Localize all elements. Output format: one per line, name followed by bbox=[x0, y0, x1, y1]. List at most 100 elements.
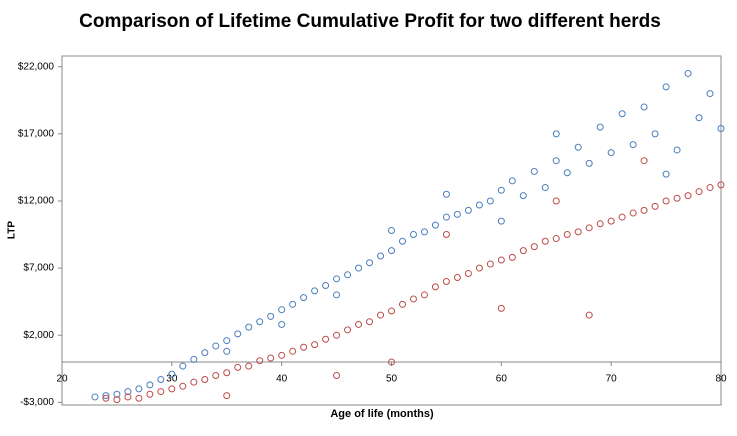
point bbox=[497, 256, 505, 264]
point bbox=[344, 326, 352, 334]
point bbox=[388, 247, 395, 255]
point bbox=[497, 304, 505, 312]
point bbox=[464, 269, 472, 277]
point bbox=[157, 388, 165, 396]
chart-title: Comparison of Lifetime Cumulative Profit… bbox=[79, 11, 661, 32]
point bbox=[541, 237, 549, 245]
point bbox=[267, 312, 275, 320]
point bbox=[102, 392, 110, 400]
y-axis-title: LTP bbox=[7, 221, 18, 239]
point bbox=[201, 375, 209, 383]
point bbox=[322, 335, 330, 343]
point bbox=[267, 354, 275, 362]
point bbox=[552, 197, 560, 205]
point bbox=[333, 291, 341, 299]
point bbox=[366, 259, 374, 267]
point bbox=[442, 190, 450, 198]
point bbox=[212, 371, 220, 379]
point bbox=[256, 318, 264, 326]
point bbox=[486, 260, 494, 268]
point bbox=[201, 349, 209, 357]
point bbox=[398, 237, 406, 245]
x-tick-label: 60 bbox=[496, 374, 508, 385]
point bbox=[124, 393, 132, 401]
point bbox=[552, 235, 560, 243]
point bbox=[607, 217, 615, 225]
point bbox=[717, 181, 725, 189]
point bbox=[278, 320, 286, 328]
point bbox=[563, 169, 571, 177]
point bbox=[135, 394, 143, 402]
point bbox=[212, 342, 220, 350]
point bbox=[344, 271, 352, 279]
point bbox=[278, 306, 286, 314]
point bbox=[706, 90, 714, 98]
point bbox=[629, 209, 637, 217]
x-tick-label: 20 bbox=[56, 374, 68, 385]
point bbox=[124, 388, 132, 396]
point bbox=[519, 247, 527, 255]
point bbox=[684, 69, 692, 77]
point bbox=[113, 390, 121, 398]
point bbox=[102, 394, 110, 402]
x-tick-label: 30 bbox=[166, 374, 178, 385]
point bbox=[475, 264, 483, 272]
point bbox=[377, 252, 385, 260]
point bbox=[91, 393, 99, 401]
x-tick-label: 80 bbox=[715, 374, 727, 385]
point bbox=[508, 253, 516, 261]
point bbox=[190, 378, 198, 386]
point bbox=[717, 124, 725, 132]
point bbox=[409, 231, 417, 239]
point bbox=[607, 149, 615, 157]
point bbox=[530, 243, 538, 251]
y-tick-label: $2,000 bbox=[23, 330, 54, 341]
point bbox=[256, 357, 264, 365]
point bbox=[388, 307, 395, 315]
point bbox=[563, 231, 571, 239]
point bbox=[497, 186, 505, 194]
point bbox=[574, 228, 582, 236]
point bbox=[618, 213, 626, 221]
point bbox=[618, 110, 626, 118]
point bbox=[519, 192, 527, 200]
x-tick-label: 40 bbox=[276, 374, 288, 385]
point bbox=[311, 287, 319, 295]
point bbox=[289, 300, 297, 308]
point bbox=[640, 103, 648, 111]
point bbox=[475, 201, 483, 209]
point bbox=[179, 382, 187, 390]
point bbox=[420, 228, 428, 236]
point bbox=[596, 220, 604, 228]
point bbox=[179, 362, 187, 370]
point bbox=[585, 224, 593, 232]
point bbox=[223, 369, 231, 377]
point bbox=[552, 157, 560, 165]
point bbox=[431, 221, 439, 229]
point bbox=[146, 390, 154, 398]
point bbox=[146, 381, 154, 389]
point bbox=[322, 282, 330, 290]
y-tick-label: -$3,000 bbox=[20, 397, 54, 408]
point bbox=[651, 202, 659, 210]
point bbox=[541, 184, 549, 192]
point bbox=[311, 341, 319, 349]
point bbox=[442, 231, 450, 239]
x-tick-label: 50 bbox=[386, 374, 398, 385]
point bbox=[113, 396, 121, 404]
point bbox=[190, 355, 198, 363]
point bbox=[409, 295, 417, 303]
point bbox=[640, 157, 648, 165]
point bbox=[157, 375, 165, 383]
point bbox=[453, 210, 461, 218]
point bbox=[508, 177, 516, 185]
point bbox=[442, 213, 450, 221]
point bbox=[234, 330, 242, 338]
point bbox=[333, 331, 341, 339]
point bbox=[486, 197, 494, 205]
point bbox=[640, 206, 648, 214]
point bbox=[497, 217, 505, 225]
point bbox=[168, 385, 176, 393]
